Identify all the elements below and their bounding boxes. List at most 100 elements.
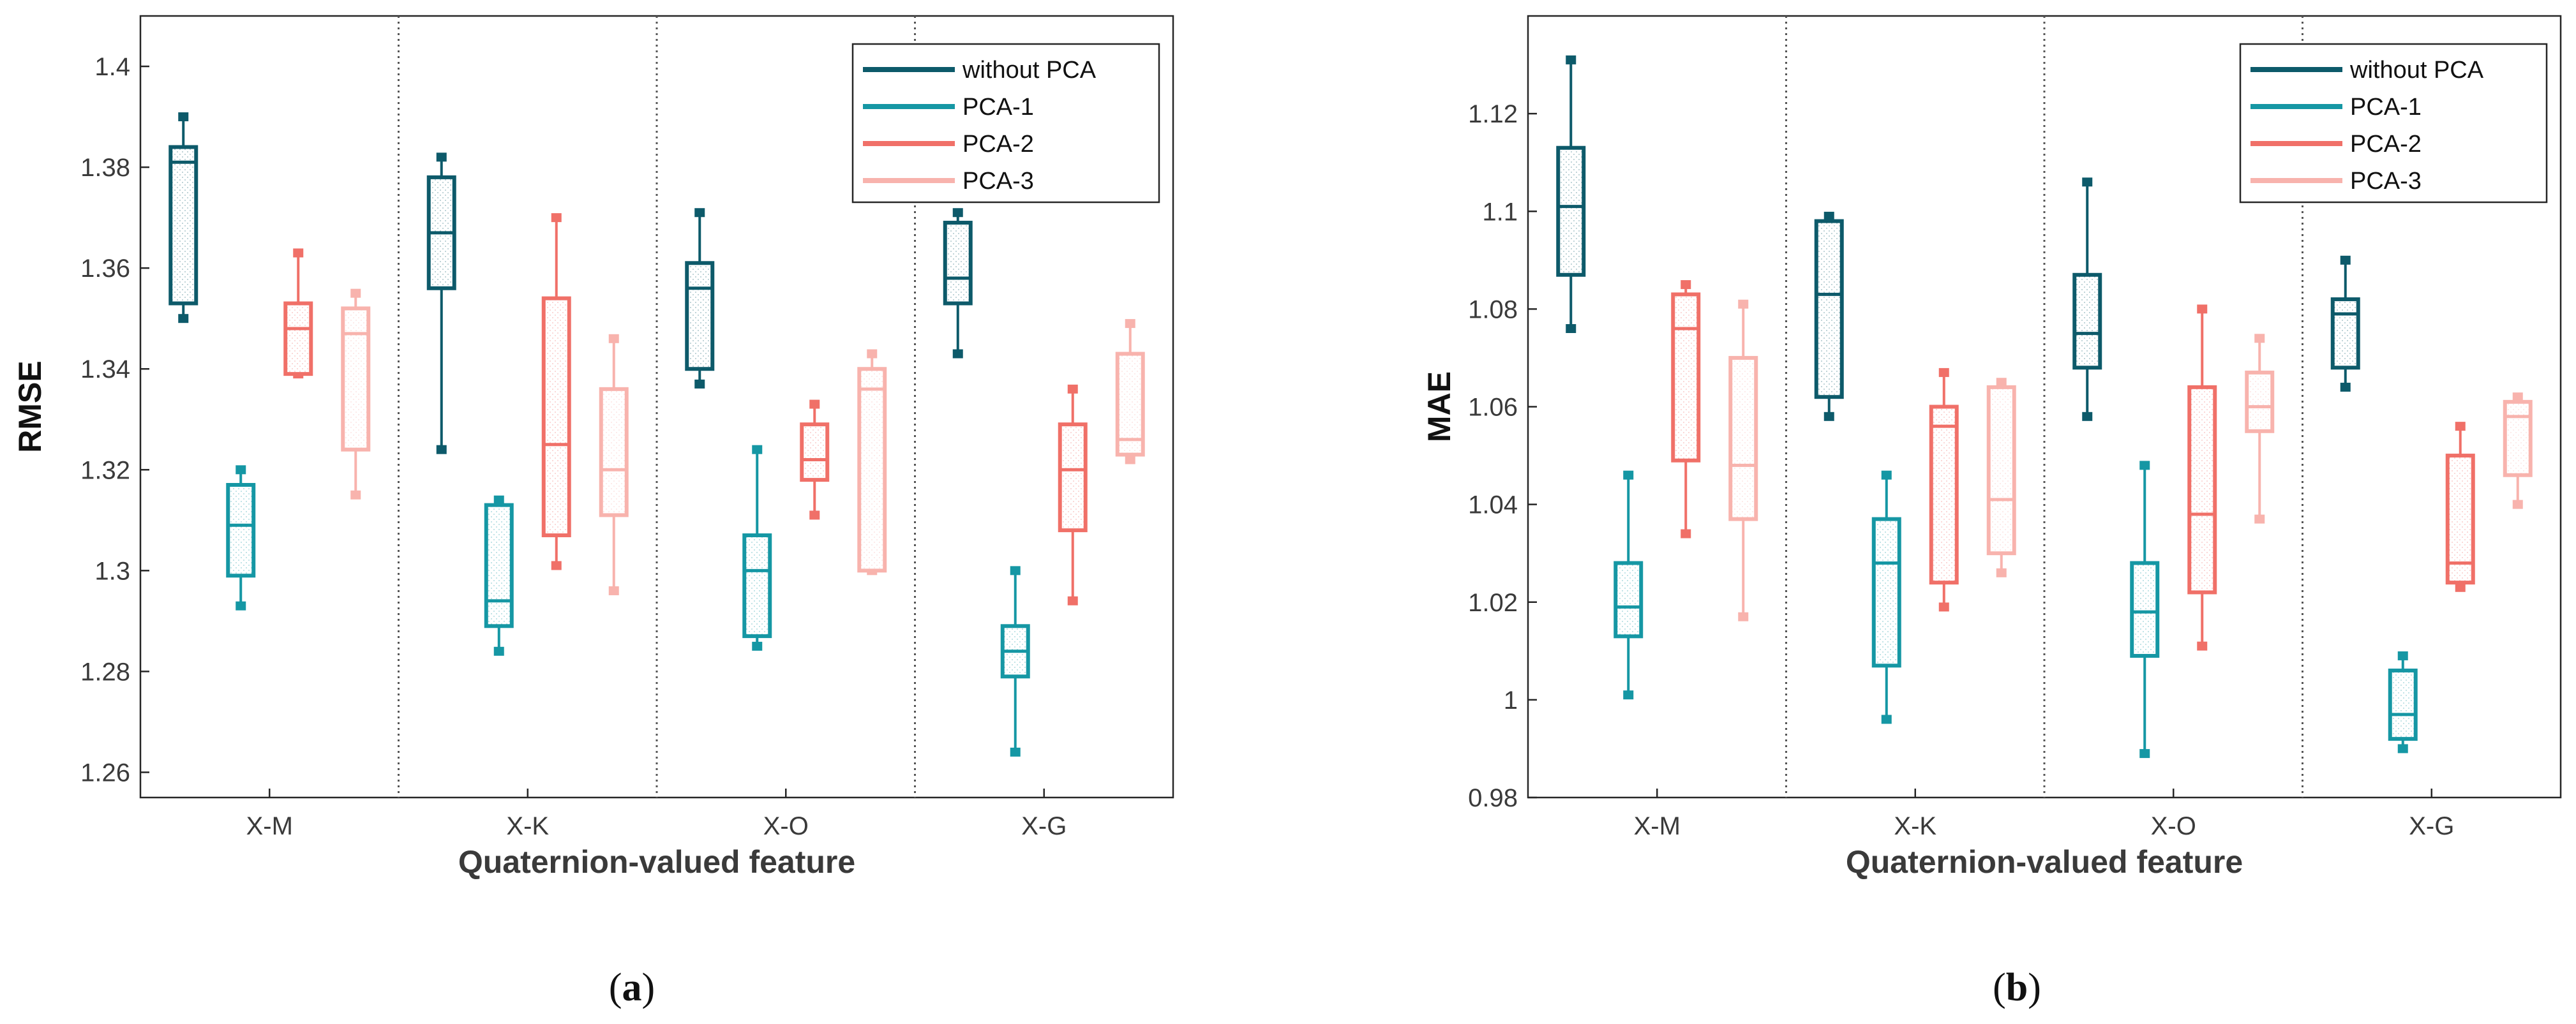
whisker-cap-max <box>2455 422 2466 431</box>
box-iqr <box>943 221 973 306</box>
boxplot-pca-1 <box>742 445 772 651</box>
box-iqr <box>1556 145 1586 277</box>
panel-label-close: ) <box>2028 966 2041 1009</box>
boxplot-pca-2 <box>1058 384 1088 605</box>
whisker-cap-min <box>1681 529 1691 538</box>
panel-label-close: ) <box>642 966 655 1009</box>
whisker-cap-max <box>1681 280 1691 290</box>
boxplot-pca-1 <box>1871 470 1901 724</box>
box-iqr <box>226 483 256 578</box>
box-iqr <box>2245 370 2275 433</box>
box-iqr <box>541 296 571 538</box>
x-tick-label: X-O <box>763 812 809 840</box>
whisker-cap-min <box>952 349 963 359</box>
x-tick-label: X-G <box>2409 812 2454 840</box>
box-iqr <box>800 422 830 482</box>
y-tick-label: 1.1 <box>1482 198 1518 226</box>
whisker-cap-max <box>236 465 246 475</box>
whisker-cap-min <box>350 490 361 500</box>
whisker-cap-max <box>1566 55 1576 64</box>
y-tick-label: 1.28 <box>80 658 130 686</box>
y-tick-label: 1.36 <box>80 255 130 283</box>
whisker-cap-max <box>2254 334 2265 343</box>
whisker-cap-min <box>2197 641 2208 651</box>
boxplot-without-pca <box>168 112 198 323</box>
whisker-cap-max <box>1938 367 1949 377</box>
whisker-cap-min <box>2254 514 2265 524</box>
whisker-cap-min <box>436 445 447 454</box>
panel-label-open: ( <box>609 966 622 1009</box>
y-tick-label: 1.34 <box>80 355 130 383</box>
boxplot-without-pca <box>1814 211 1844 421</box>
whisker-cap-min <box>2139 749 2150 759</box>
whisker-cap-max <box>608 334 619 343</box>
boxplot-pca-1 <box>1614 470 1644 700</box>
x-axis-title: Quaternion-valued feature <box>458 844 855 880</box>
whisker-cap-min <box>752 641 763 651</box>
boxplot-without-pca <box>943 208 973 359</box>
x-axis-title: Quaternion-valued feature <box>1846 844 2243 880</box>
boxplot-without-pca <box>2330 255 2360 392</box>
legend-item-label: PCA-2 <box>962 131 1034 158</box>
box-iqr <box>1115 352 1145 457</box>
whisker-cap-max <box>2340 255 2351 265</box>
whisker-cap-min <box>694 379 705 389</box>
box-iqr <box>1728 355 1758 521</box>
box-iqr <box>1871 517 1901 668</box>
legend: without PCA PCA-1 PCA-2 PCA-3 <box>2239 43 2548 204</box>
whisker-cap-min <box>1010 747 1021 757</box>
whisker-cap-min <box>1938 602 1949 612</box>
whisker-cap-max <box>1881 470 1892 480</box>
boxplot-without-pca <box>426 152 456 454</box>
boxplot-pca-3 <box>1115 319 1145 464</box>
whisker-cap-max <box>2197 304 2208 314</box>
boxplot-pca-3 <box>1728 299 1758 621</box>
box-iqr <box>484 503 514 628</box>
whisker-cap-max <box>178 112 189 122</box>
y-tick-label: 0.98 <box>1468 784 1518 812</box>
whisker-cap-min <box>1566 324 1576 333</box>
whisker-cap-min <box>608 586 619 595</box>
whisker-cap-max <box>2139 461 2150 470</box>
whisker-cap-max <box>551 213 562 223</box>
whisker-cap-min <box>1125 455 1135 464</box>
legend-item-label: PCA-3 <box>962 168 1034 195</box>
boxplot-pca-1 <box>484 495 514 656</box>
chart-panel-b: 0.98 1 1.02 1.04 1.06 1.08 1.1 1.12 X-M X-K X-O X-G… <box>1421 15 2562 1009</box>
whisker-cap-max <box>293 248 304 258</box>
y-tick-label: 1.08 <box>1468 295 1518 323</box>
box-iqr <box>1814 219 1844 399</box>
chart-panel-a: 1.26 1.28 1.3 1.32 1.34 1.36 1.38 1.4 X-M X-K X-O X… <box>12 15 1174 1009</box>
box-iqr <box>283 301 313 376</box>
whisker-cap-min <box>493 646 504 656</box>
panel-label-open: ( <box>1993 966 2006 1009</box>
whisker-cap-min <box>551 561 562 570</box>
box-iqr <box>2445 454 2475 585</box>
y-tick-label: 1 <box>1504 686 1518 715</box>
boxplot-pca-1 <box>2388 651 2418 753</box>
boxplot-pca-2 <box>283 248 313 379</box>
whisker-cap-max <box>1010 566 1021 575</box>
whisker-cap-max <box>1738 299 1749 309</box>
box-iqr <box>1929 404 1959 585</box>
whisker-cap-max <box>350 288 361 298</box>
y-tick-label: 1.02 <box>1468 589 1518 617</box>
panel-label: (a) <box>609 966 655 1009</box>
whisker-cap-min <box>1067 596 1078 605</box>
boxplot-pca-2 <box>800 399 830 520</box>
boxplot-pca-2 <box>1929 367 1959 612</box>
boxplot-pca-3 <box>2503 392 2533 509</box>
whisker-cap-max <box>1996 378 2007 387</box>
box-iqr <box>2130 561 2160 658</box>
y-tick-label: 1.3 <box>94 557 130 585</box>
whisker-cap-min <box>2397 744 2408 753</box>
boxplot-without-pca <box>2072 177 2102 421</box>
whisker-cap-max <box>1067 384 1078 394</box>
y-tick-label: 1.04 <box>1468 491 1518 519</box>
boxplot-pca-3 <box>1986 378 2016 577</box>
box-iqr <box>1058 422 1088 533</box>
boxplot-pca-2 <box>2445 422 2475 592</box>
box-iqr <box>2330 297 2360 370</box>
